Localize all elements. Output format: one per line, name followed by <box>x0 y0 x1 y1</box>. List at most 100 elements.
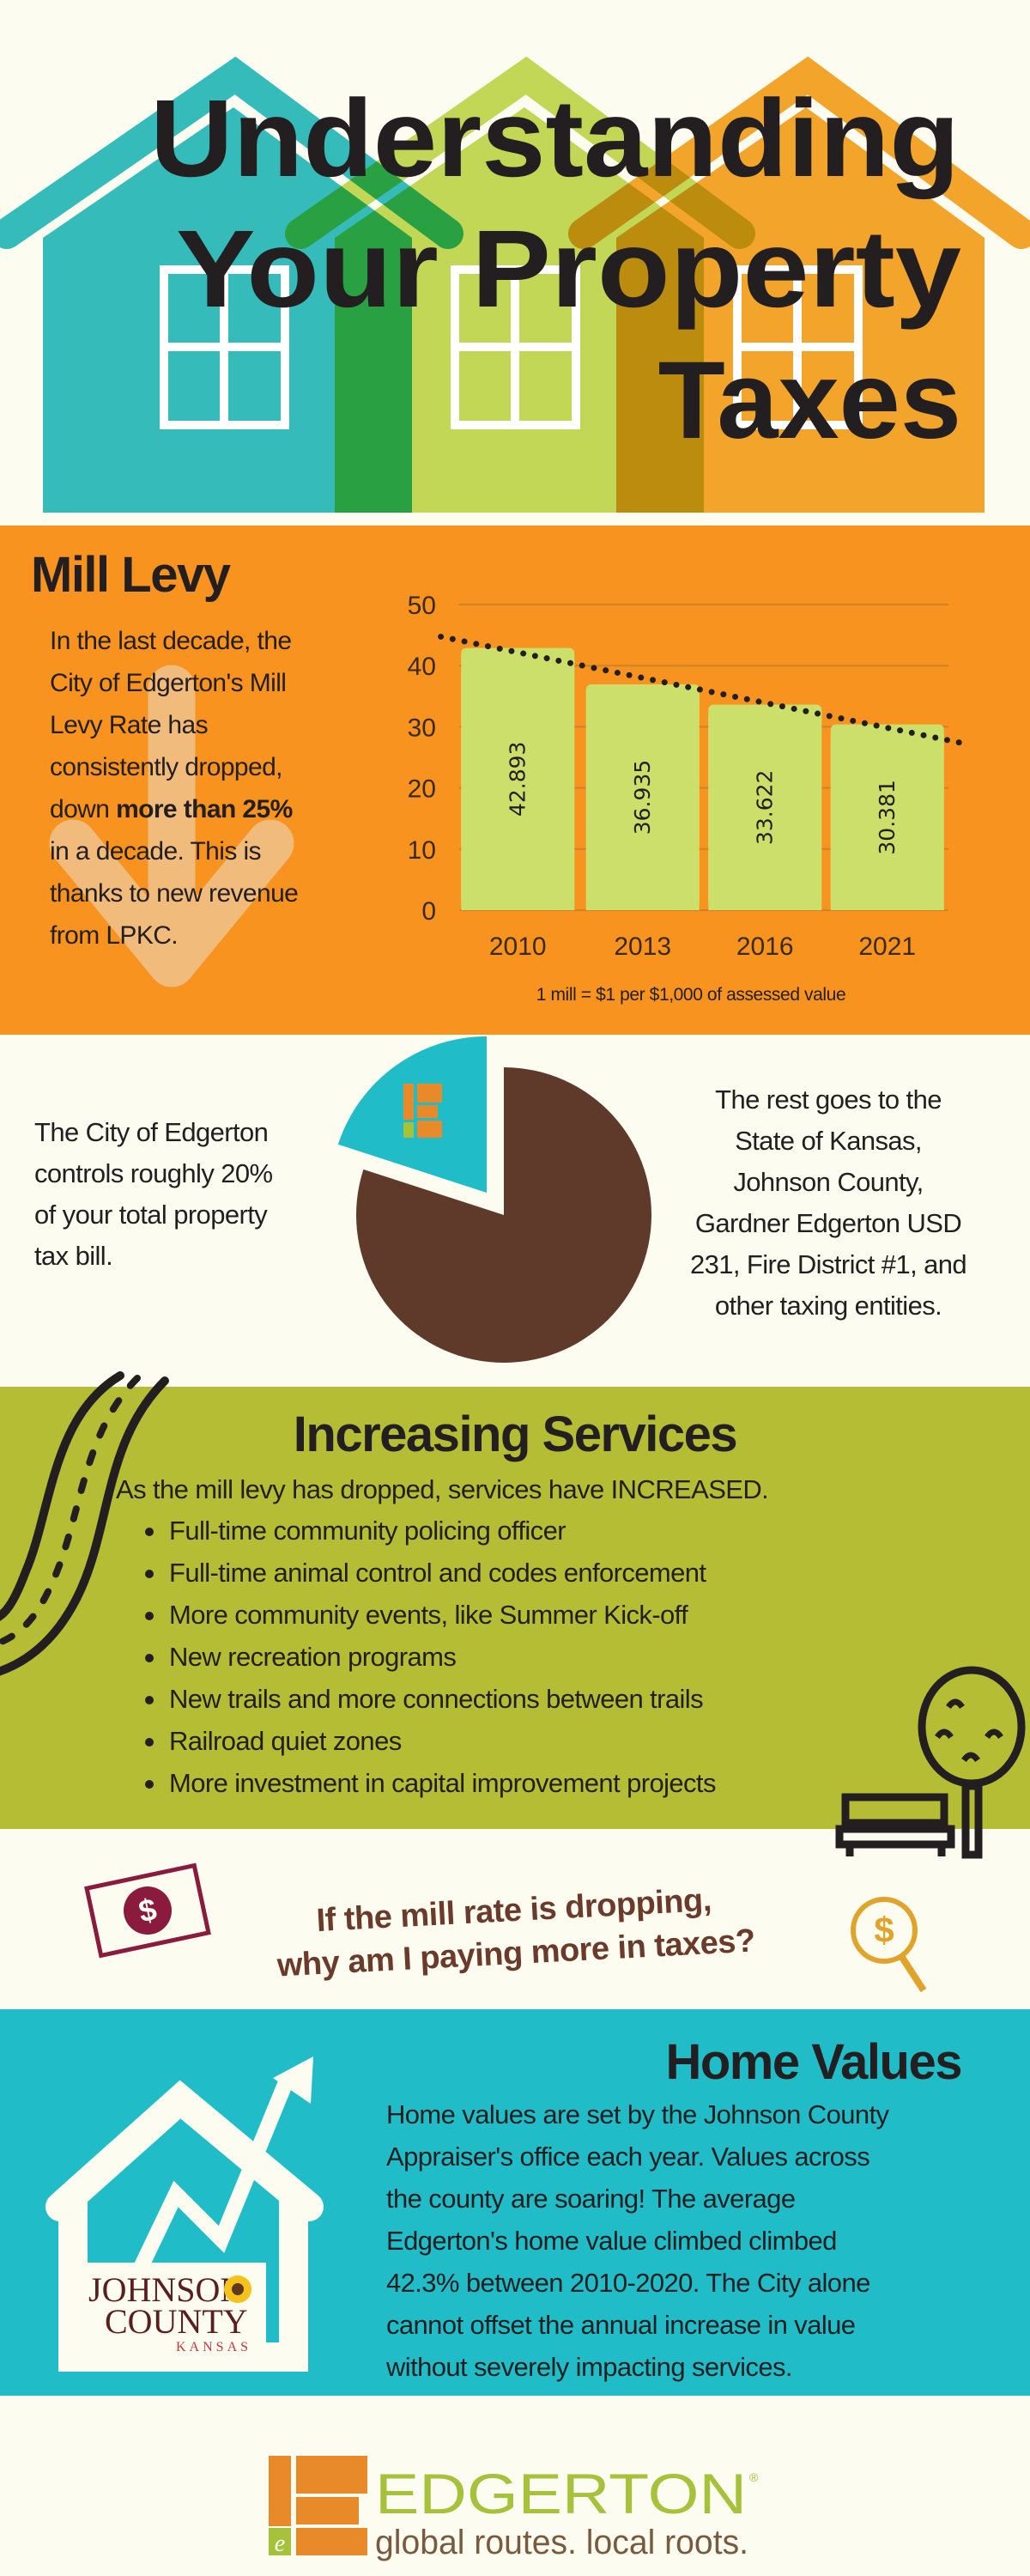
city-share-text: The City of Edgerton controls roughly 20… <box>34 1112 273 1277</box>
houses-illustration: Understanding Your Property Taxes <box>0 56 1030 513</box>
list-item: Railroad quiet zones <box>142 1720 716 1762</box>
text-line: without severely impacting services. <box>386 2352 792 2382</box>
trendline <box>438 633 970 748</box>
edgerton-logo-icon <box>403 1084 442 1138</box>
edgerton-logo-mark: e <box>269 2456 367 2557</box>
header: Understanding Your Property Taxes <box>0 0 1030 526</box>
y-tick-label: 40 <box>408 653 436 681</box>
text-line: Johnson County, <box>733 1167 924 1197</box>
text-line: Appraiser's office each year. Values acr… <box>386 2142 870 2172</box>
text-line: Edgerton's home value climbed climbed <box>386 2226 837 2256</box>
data-label: 42.893 <box>506 742 530 817</box>
window-icons <box>160 265 863 429</box>
highlight-text: more than 25% <box>116 795 293 823</box>
svg-text:$: $ <box>874 1910 894 1950</box>
text-line: 42.3% between 2010-2020. The City alone <box>386 2268 870 2298</box>
text-line: City of Edgerton's Mill <box>50 669 287 697</box>
text-line: controls roughly 20% <box>34 1158 273 1188</box>
text-line: the county are soaring! The average <box>386 2184 796 2214</box>
list-item: New recreation programs <box>142 1636 716 1678</box>
question-section: $ $ If the mill rate is dropping, why am… <box>0 1829 1030 2009</box>
mill-levy-bar-chart: 0 10 20 30 40 50 42.893 2010 36.935 2013 33.622 201… <box>408 592 970 961</box>
johnson-county-logo: JOHNSON COUNTY KANSAS <box>88 2270 251 2354</box>
text-line: The rest goes to the <box>715 1084 942 1115</box>
title-line-3: Taxes <box>658 339 961 462</box>
edgerton-logo: e EDGERTON ® global routes. local roots. <box>269 2456 759 2561</box>
logo-block <box>403 1084 414 1120</box>
text-line: down more than 25% <box>50 788 376 830</box>
services-title: Increasing Services <box>293 1406 738 1462</box>
services-list: Full-time community policing officer Ful… <box>142 1510 716 1804</box>
y-tick-label: 30 <box>408 714 436 742</box>
text-line: from LPKC. <box>50 921 179 950</box>
mill-levy-paragraph: In the last decade, the City of Edgerton… <box>50 620 376 957</box>
services-section: Increasing Services As the mill levy has… <box>0 1387 1030 1829</box>
text-line: 231, Fire District #1, and <box>689 1249 967 1279</box>
y-tick-label: 20 <box>408 775 436 804</box>
home-values-section: JOHNSON COUNTY KANSAS Home Values Home v… <box>0 2009 1030 2396</box>
registered-mark: ® <box>749 2470 759 2484</box>
text-line: The City of Edgerton <box>34 1117 269 1147</box>
bar-body <box>708 713 822 910</box>
rising-home-value-icon: JOHNSON COUNTY KANSAS <box>45 2057 324 2372</box>
dollar-bill-icon: $ <box>84 1862 211 1959</box>
mill-levy-section: Mill Levy In the last decade, the City o… <box>0 526 1030 1035</box>
y-tick-label: 50 <box>408 592 436 620</box>
text-line: other taxing entities. <box>714 1291 942 1321</box>
text-line: Gardner Edgerton USD <box>694 1208 962 1238</box>
rest-share-text: The rest goes to the State of Kansas, Jo… <box>652 1079 1004 1327</box>
question-decorations: $ $ <box>84 1862 927 1993</box>
text-line: State of Kansas, <box>735 1126 922 1156</box>
text-line: Home values are set by the Johnson Count… <box>386 2099 889 2129</box>
svg-text:JOHNSON: JOHNSON <box>88 2270 245 2309</box>
x-tick-label: 2010 <box>489 933 547 961</box>
down-arrow-icon <box>49 665 294 987</box>
data-label: 30.381 <box>875 780 900 854</box>
logo-block <box>417 1084 442 1103</box>
list-item: More investment in capital improvement p… <box>142 1762 716 1804</box>
y-tick-label: 0 <box>421 897 436 926</box>
text-line: In the last decade, the <box>50 627 292 655</box>
text-line: in a decade. This is <box>50 837 262 866</box>
bar-body <box>585 693 700 910</box>
list-item: New trails and more connections between … <box>142 1678 716 1720</box>
logo-block <box>417 1105 438 1118</box>
x-tick-label: 2016 <box>736 933 794 961</box>
svg-text:COUNTY: COUNTY <box>105 2302 248 2341</box>
home-values-paragraph: Home values are set by the Johnson Count… <box>386 2093 889 2388</box>
logo-block <box>417 1121 442 1138</box>
brand-name: EDGERTON <box>375 2462 747 2525</box>
text-span: down <box>50 795 117 823</box>
pie-slice-other-entities <box>356 1067 652 1363</box>
text-line: of your total property <box>34 1200 268 1230</box>
svg-text:KANSAS: KANSAS <box>176 2340 251 2354</box>
text-line: Levy Rate has <box>50 711 209 739</box>
mill-levy-title: Mill Levy <box>31 547 231 603</box>
tagline: global routes. local roots. <box>375 2524 748 2561</box>
logo-block <box>403 1122 414 1138</box>
list-item: Full-time community policing officer <box>142 1510 716 1552</box>
text-line: cannot offset the annual increase in val… <box>386 2310 856 2340</box>
text-line: consistently dropped, <box>50 753 283 781</box>
magnifier-dollar-icon: $ <box>851 1897 927 1993</box>
list-item: More community events, like Summer Kick-… <box>142 1594 716 1636</box>
bar-body <box>830 732 944 910</box>
x-tick-label: 2021 <box>858 933 916 961</box>
data-label: 33.622 <box>753 770 778 845</box>
chart-note: 1 mill = $1 per $1,000 of assessed value <box>536 985 846 1005</box>
data-label: 36.935 <box>630 760 655 835</box>
text-line: tax bill. <box>34 1241 113 1271</box>
title-line-2: Your Property <box>176 208 961 331</box>
list-item: Full-time animal control and codes enfor… <box>142 1552 716 1594</box>
tax-share-pie-chart <box>337 1036 652 1363</box>
x-tick-label: 2013 <box>614 933 671 961</box>
y-tick-label: 10 <box>408 836 436 865</box>
home-values-title: Home Values <box>665 2034 962 2090</box>
svg-text:e: e <box>275 2530 285 2557</box>
title-line-1: Understanding <box>150 77 960 200</box>
services-intro: As the mill levy has dropped, services h… <box>116 1474 769 1504</box>
text-line: thanks to new revenue <box>50 879 299 908</box>
bar-body <box>461 656 575 910</box>
tax-share-section: The City of Edgerton controls roughly 20… <box>0 1035 1030 1387</box>
footer: e EDGERTON ® global routes. local roots. <box>0 2396 1030 2576</box>
